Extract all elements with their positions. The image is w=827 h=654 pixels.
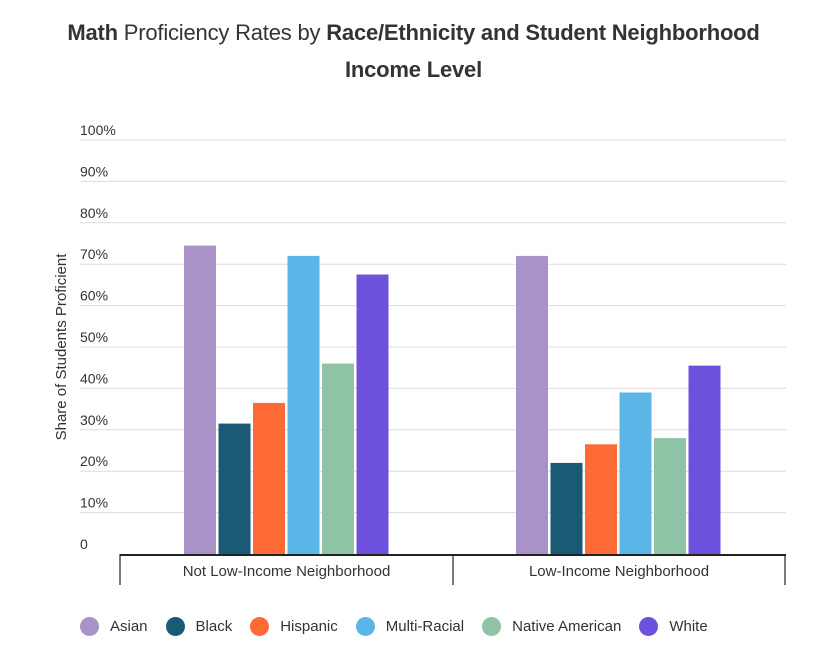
chart-title: Math Proficiency Rates by Race/Ethnicity… (60, 14, 767, 88)
y-tick-label: 70% (80, 246, 108, 262)
legend-swatch (482, 616, 502, 636)
y-tick-label: 20% (80, 453, 108, 469)
chart-legend: Asian Black Hispanic Multi-Racial Native Ame… (80, 614, 726, 638)
bar-multi-racial (619, 392, 652, 554)
bar-chart: 0 10% 20% 30% 40% 50% 60% 70% 80% 90% 100% Share of… (53, 122, 786, 585)
legend-item-white: White (639, 616, 708, 636)
bar-white (356, 274, 389, 554)
legend-label: Hispanic (280, 617, 338, 635)
y-tick-label: 80% (80, 205, 108, 221)
y-tick-label: 90% (80, 163, 108, 179)
legend-label: Multi-Racial (385, 617, 465, 635)
legend-swatch (80, 616, 99, 636)
bar-native-american (322, 363, 354, 554)
bar-native-american (654, 438, 686, 554)
bar-black (550, 462, 583, 554)
chart-title-part: Proficiency Rates by (117, 20, 327, 45)
legend-swatch (250, 616, 270, 636)
bar-asian (184, 245, 216, 554)
y-axis-label: Share of Students Proficient (53, 253, 70, 441)
bar-black (218, 423, 251, 554)
y-tick-label: 50% (80, 329, 108, 345)
legend-item-asian: Asian (80, 616, 148, 636)
legend-label: Native American (512, 617, 622, 635)
legend-swatch (165, 616, 185, 636)
legend-swatch (355, 616, 375, 636)
legend-label: White (669, 617, 708, 635)
chart-title-part: Math (67, 20, 118, 45)
bar-hispanic (585, 444, 617, 554)
legend-item-multi-racial: Multi-Racial (355, 616, 465, 636)
x-category-label: Low-Income Neighborhood (529, 563, 709, 580)
y-tick-label: 60% (80, 288, 108, 304)
bar-white (688, 365, 721, 554)
y-tick-label: 100% (80, 122, 116, 138)
y-tick-label: 40% (80, 370, 108, 386)
bar-asian (516, 255, 548, 555)
y-tick-label: 30% (80, 412, 108, 428)
legend-item-black: Black (165, 616, 233, 636)
legend-swatch (639, 616, 659, 636)
legend-label: Black (195, 617, 233, 635)
legend-item-native-american: Native American (482, 616, 622, 636)
legend-item-hispanic: Hispanic (250, 616, 338, 636)
bar-multi-racial (287, 255, 320, 555)
bar-hispanic (253, 402, 285, 554)
y-tick-label: 10% (80, 495, 108, 511)
x-category-label: Not Low-Income Neighborhood (183, 563, 391, 580)
chart-title-part: Race/Ethnicity and Student Neighborhood … (326, 20, 760, 82)
legend-label: Asian (110, 617, 148, 635)
y-tick-label: 0 (80, 536, 88, 552)
